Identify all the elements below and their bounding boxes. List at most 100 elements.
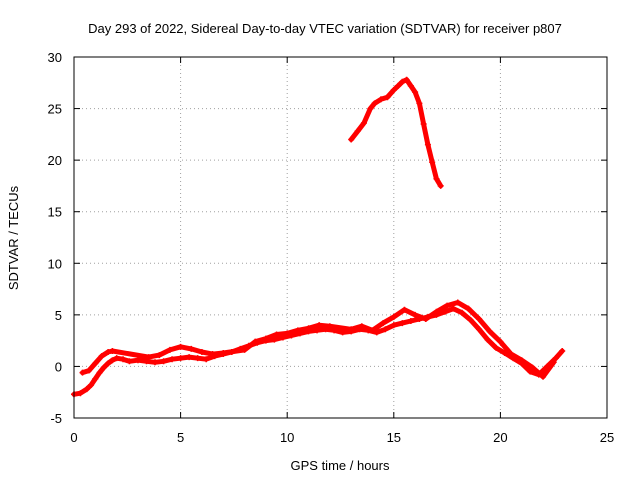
data-point (92, 360, 99, 367)
data-point (88, 381, 95, 388)
data-point (429, 159, 436, 166)
y-tick-label: 15 (48, 205, 62, 220)
data-point (422, 315, 429, 322)
x-tick-label: 0 (70, 430, 77, 445)
data-point (390, 322, 397, 329)
data-point (360, 120, 367, 127)
data-point (378, 96, 385, 103)
x-tick-label: 10 (280, 430, 294, 445)
data-point (420, 121, 427, 128)
data-point (305, 325, 312, 332)
data-point (169, 356, 176, 363)
data-point (412, 311, 419, 318)
data-point (96, 369, 103, 376)
data-point (369, 327, 376, 334)
data-point (371, 100, 378, 107)
data-point (459, 309, 466, 316)
y-tick-label: 30 (48, 50, 62, 65)
data-point (284, 330, 291, 337)
data-point (326, 323, 333, 330)
data-point (437, 182, 444, 189)
x-tick-label: 15 (387, 430, 401, 445)
data-point (152, 359, 159, 366)
data-point (444, 302, 451, 309)
y-tick-label: 5 (55, 308, 62, 323)
data-point (508, 351, 515, 358)
data-point (85, 367, 92, 374)
data-point (109, 347, 116, 354)
data-point (540, 373, 547, 380)
series-line-upper-arc (348, 77, 444, 189)
data-point (412, 89, 419, 96)
data-point (382, 326, 389, 333)
x-tick-label: 5 (177, 430, 184, 445)
data-point (188, 345, 195, 352)
y-tick-label: 20 (48, 153, 62, 168)
data-point (126, 358, 133, 365)
data-point (166, 346, 173, 353)
x-axis-title: GPS time / hours (291, 458, 390, 473)
data-point (380, 320, 387, 327)
data-point (454, 299, 461, 306)
data-point (467, 317, 474, 324)
data-point (100, 364, 107, 371)
plot-frame (73, 56, 608, 419)
data-point (198, 348, 205, 355)
data-point (241, 346, 248, 353)
x-tick-label: 20 (493, 430, 507, 445)
data-point (559, 347, 566, 354)
y-tick-label: -5 (50, 411, 62, 426)
data-point (294, 327, 301, 334)
data-point (348, 136, 355, 143)
data-point (433, 308, 440, 315)
chart-title: Day 293 of 2022, Sidereal Day-to-day VTE… (88, 21, 562, 36)
data-point (120, 356, 127, 363)
series-group (71, 76, 566, 398)
data-point (395, 82, 402, 89)
data-point (134, 357, 141, 364)
data-point (177, 343, 184, 350)
data-point (527, 368, 534, 375)
data-point (98, 353, 105, 360)
data-point (465, 305, 472, 312)
data-point (348, 326, 355, 333)
data-point (403, 76, 410, 83)
data-point (416, 100, 423, 107)
data-point (390, 313, 397, 320)
data-point (424, 141, 431, 148)
data-point (384, 94, 391, 101)
data-point (529, 364, 536, 371)
axis-ticks: 0 5 10 15 20 25 -5 0 5 10 15 20 25 30 (48, 50, 615, 445)
data-point (390, 87, 397, 94)
data-point (484, 336, 491, 343)
data-point (79, 369, 86, 376)
data-point (358, 323, 365, 330)
data-point (367, 105, 374, 112)
data-point (156, 352, 163, 359)
data-point (476, 315, 483, 322)
data-point (399, 78, 406, 85)
data-point (441, 308, 448, 315)
data-point (105, 348, 112, 355)
data-point (552, 355, 559, 362)
data-point (401, 306, 408, 313)
data-point (92, 375, 99, 382)
data-point (186, 354, 193, 361)
data-point (203, 356, 210, 363)
data-point (113, 355, 120, 362)
data-point (273, 331, 280, 338)
data-point (252, 338, 259, 345)
data-point (450, 305, 457, 312)
data-point (194, 355, 201, 362)
data-point (433, 175, 440, 182)
data-point (145, 354, 152, 361)
data-point (407, 82, 414, 89)
series-line-secondary (80, 300, 557, 380)
data-point (83, 386, 90, 393)
data-point (486, 328, 493, 335)
data-point (407, 318, 414, 325)
data-point (77, 390, 84, 397)
data-point (497, 338, 504, 345)
y-tick-label: 10 (48, 256, 62, 271)
